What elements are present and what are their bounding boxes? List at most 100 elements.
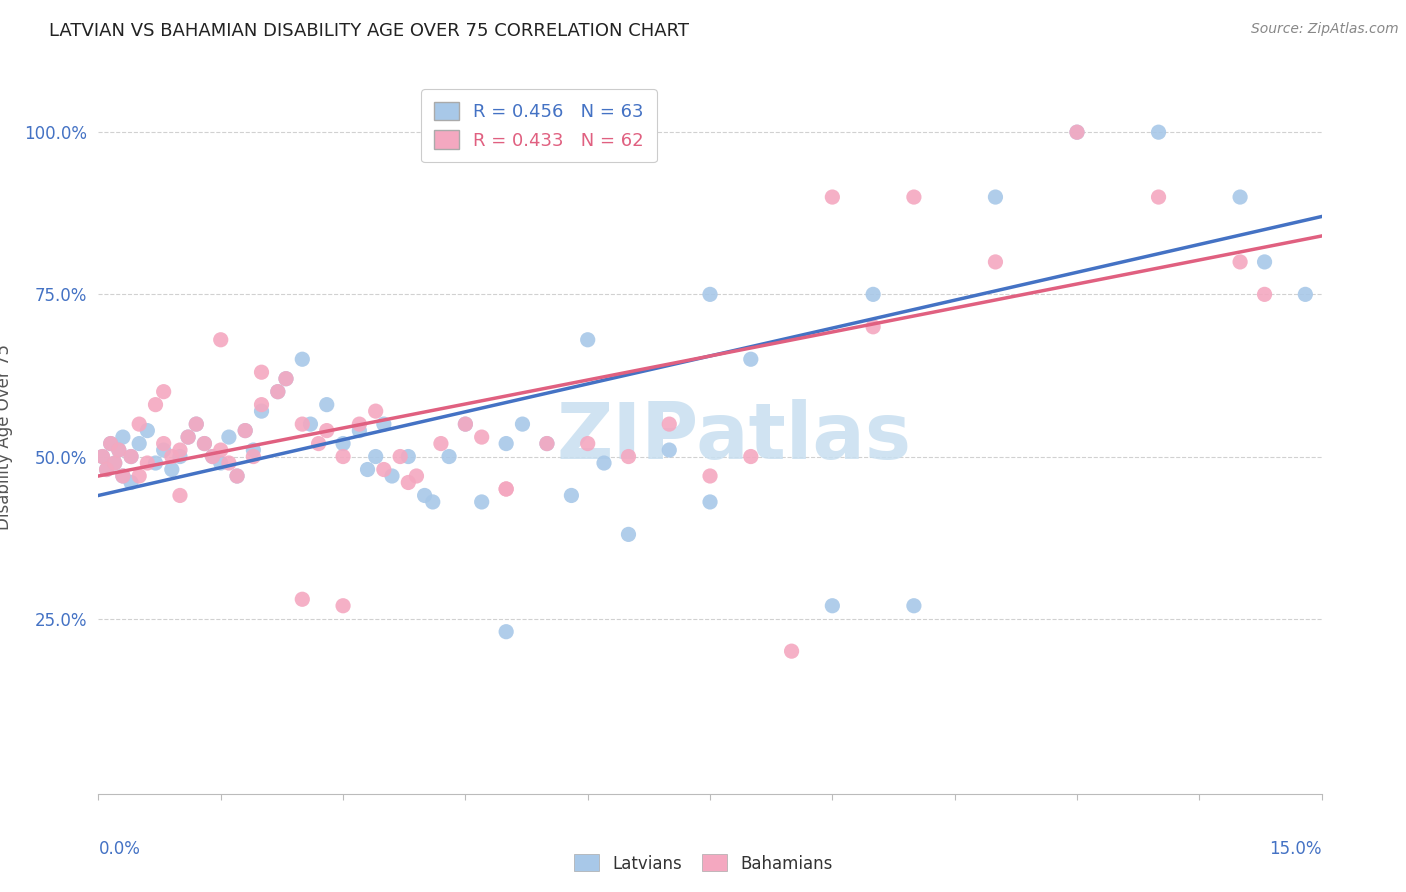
Point: [984, 190, 1007, 204]
Point: [193, 436, 215, 450]
Point: [177, 430, 200, 444]
Point: [91, 450, 114, 464]
Point: [111, 469, 134, 483]
Point: [862, 319, 884, 334]
Point: [111, 469, 134, 483]
Point: [862, 287, 884, 301]
Point: [201, 450, 224, 464]
Point: [136, 424, 159, 438]
Point: [291, 592, 314, 607]
Point: [364, 404, 387, 418]
Text: LATVIAN VS BAHAMIAN DISABILITY AGE OVER 75 CORRELATION CHART: LATVIAN VS BAHAMIAN DISABILITY AGE OVER …: [49, 22, 689, 40]
Point: [91, 450, 114, 464]
Point: [104, 456, 127, 470]
Point: [100, 436, 122, 450]
Point: [120, 450, 142, 464]
Point: [226, 469, 249, 483]
Point: [454, 417, 477, 431]
Point: [389, 450, 412, 464]
Point: [396, 450, 419, 464]
Point: [160, 462, 183, 476]
Point: [495, 436, 517, 450]
Point: [233, 424, 256, 438]
Point: [186, 417, 208, 431]
Point: [821, 190, 844, 204]
Point: [291, 417, 314, 431]
Point: [145, 398, 167, 412]
Point: [1253, 255, 1275, 269]
Point: [495, 624, 517, 639]
Point: [242, 450, 264, 464]
Text: ZIPatlas: ZIPatlas: [557, 399, 912, 475]
Point: [495, 482, 517, 496]
Point: [169, 443, 191, 458]
Point: [209, 443, 232, 458]
Point: [152, 384, 174, 399]
Legend: Latvians, Bahamians: Latvians, Bahamians: [567, 847, 839, 880]
Point: [169, 450, 191, 464]
Point: [108, 443, 131, 458]
Point: [471, 430, 494, 444]
Point: [437, 450, 460, 464]
Point: [299, 417, 322, 431]
Point: [218, 430, 240, 444]
Point: [111, 430, 134, 444]
Point: [699, 287, 721, 301]
Point: [658, 417, 681, 431]
Point: [250, 365, 273, 379]
Point: [267, 384, 290, 399]
Point: [201, 450, 224, 464]
Point: [242, 443, 264, 458]
Point: [226, 469, 249, 483]
Point: [128, 417, 150, 431]
Point: [536, 436, 558, 450]
Point: [349, 424, 371, 438]
Point: [740, 352, 762, 367]
Point: [128, 469, 150, 483]
Point: [740, 450, 762, 464]
Point: [422, 495, 444, 509]
Point: [1229, 255, 1251, 269]
Point: [315, 424, 337, 438]
Point: [209, 456, 232, 470]
Point: [250, 398, 273, 412]
Point: [128, 436, 150, 450]
Point: [250, 404, 273, 418]
Point: [536, 436, 558, 450]
Point: [821, 599, 844, 613]
Point: [291, 352, 314, 367]
Point: [209, 333, 232, 347]
Text: Source: ZipAtlas.com: Source: ZipAtlas.com: [1251, 22, 1399, 37]
Point: [984, 255, 1007, 269]
Point: [177, 430, 200, 444]
Point: [136, 456, 159, 470]
Point: [218, 456, 240, 470]
Point: [186, 417, 208, 431]
Point: [1294, 287, 1316, 301]
Legend: R = 0.456   N = 63, R = 0.433   N = 62: R = 0.456 N = 63, R = 0.433 N = 62: [420, 89, 657, 162]
Point: [308, 436, 330, 450]
Point: [274, 372, 297, 386]
Point: [108, 443, 131, 458]
Point: [413, 488, 436, 502]
Point: [903, 190, 925, 204]
Point: [560, 488, 582, 502]
Point: [576, 333, 599, 347]
Point: [120, 475, 142, 490]
Point: [373, 462, 395, 476]
Point: [373, 417, 395, 431]
Point: [145, 456, 167, 470]
Point: [274, 372, 297, 386]
Point: [495, 482, 517, 496]
Point: [903, 599, 925, 613]
Point: [160, 450, 183, 464]
Text: 0.0%: 0.0%: [98, 840, 141, 858]
Point: [152, 443, 174, 458]
Point: [100, 436, 122, 450]
Point: [576, 436, 599, 450]
Point: [617, 527, 640, 541]
Point: [1147, 125, 1170, 139]
Point: [512, 417, 534, 431]
Point: [699, 495, 721, 509]
Point: [1229, 190, 1251, 204]
